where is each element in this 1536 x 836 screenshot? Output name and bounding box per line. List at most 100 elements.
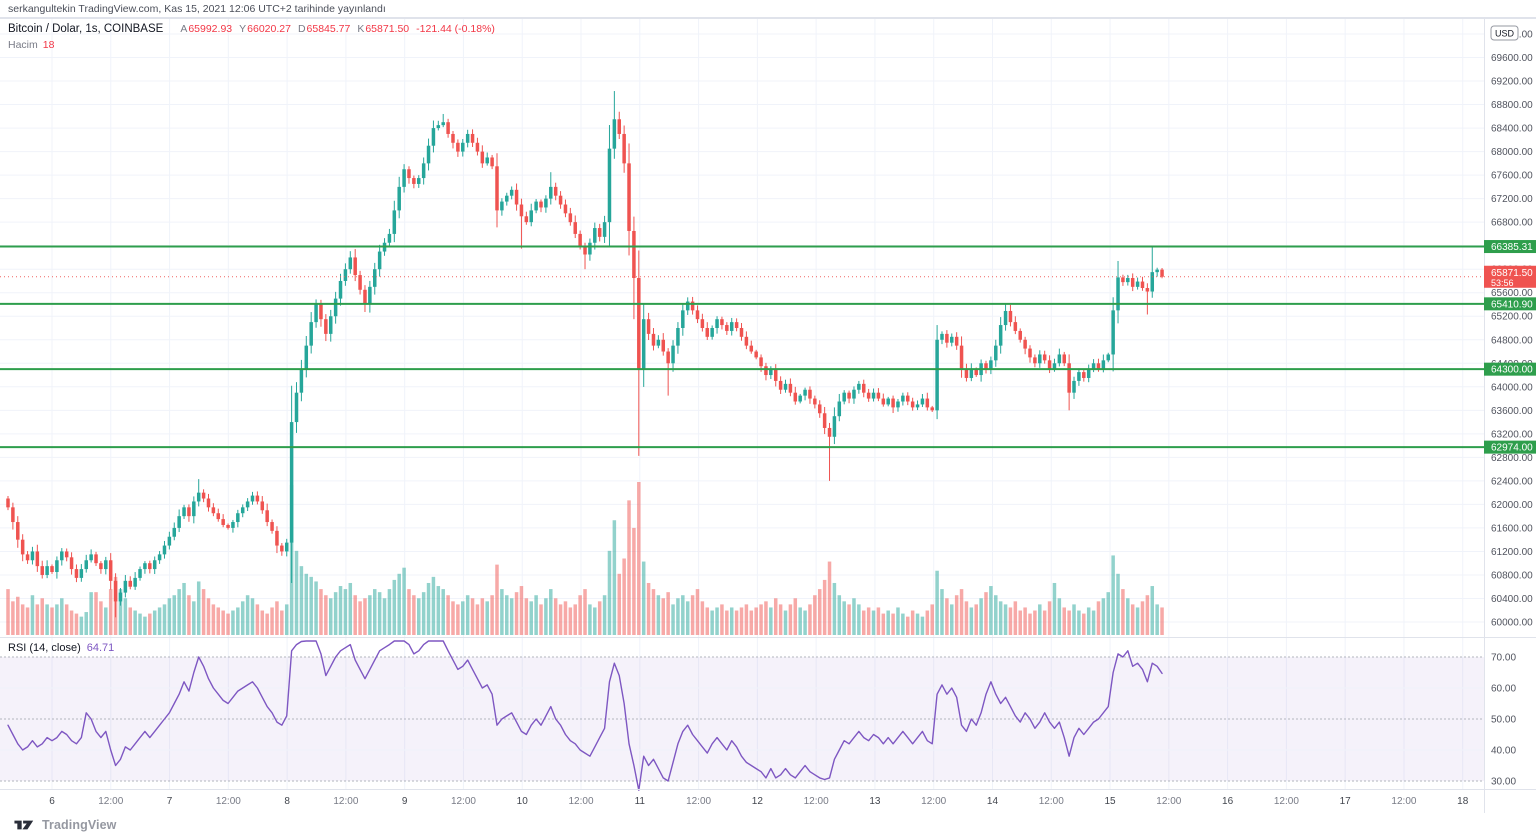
- price-axis-label: 61200.00: [1491, 547, 1533, 558]
- volume-bar: [118, 589, 123, 635]
- candle: [157, 554, 162, 561]
- volume-bar: [749, 610, 754, 635]
- candle: [695, 310, 700, 320]
- volume-bar: [563, 601, 568, 635]
- candle: [910, 401, 915, 408]
- usd-currency-label: USD: [1495, 29, 1515, 39]
- candle: [221, 519, 225, 525]
- volume-bar: [1052, 582, 1057, 635]
- candle: [1140, 281, 1145, 289]
- price-axis-label: 60800.00: [1491, 570, 1533, 581]
- candle: [211, 507, 216, 514]
- tradingview-logo[interactable]: [13, 817, 39, 833]
- volume-bar: [270, 607, 274, 635]
- candle: [402, 169, 406, 187]
- volume-bar: [426, 582, 431, 635]
- volume-label[interactable]: Hacim: [8, 39, 38, 51]
- volume-bar: [485, 601, 489, 635]
- price-axis-label: 63600.00: [1491, 406, 1533, 417]
- volume-bar: [456, 604, 460, 635]
- candle: [255, 495, 260, 502]
- volume-bar: [133, 610, 137, 635]
- volume-bar: [759, 604, 763, 635]
- volume-bar: [123, 598, 128, 635]
- candle: [1003, 310, 1008, 326]
- volume-bar: [915, 613, 920, 635]
- volume-bar: [568, 607, 573, 635]
- candle: [950, 336, 954, 343]
- candle: [64, 551, 69, 558]
- volume-bar: [206, 598, 211, 635]
- candle: [441, 122, 445, 126]
- volume-bar: [196, 581, 201, 635]
- candle: [1057, 354, 1062, 364]
- volume-bar: [676, 598, 680, 635]
- candle: [289, 422, 294, 543]
- volume-bar: [402, 567, 406, 635]
- time-axis-label: 12:00: [921, 796, 946, 807]
- brand-label[interactable]: TradingView: [42, 818, 117, 832]
- candle: [803, 389, 807, 396]
- candle: [240, 507, 245, 514]
- volume-bar: [324, 595, 328, 635]
- volume-bar: [64, 604, 69, 635]
- candle: [480, 151, 485, 164]
- volume-bar: [940, 589, 944, 635]
- volume-bar: [470, 598, 475, 635]
- volume-bar: [412, 595, 416, 635]
- volume-bar: [876, 607, 881, 635]
- candle: [915, 404, 920, 408]
- chart-canvas[interactable]: 70000.0069600.0069200.0068800.0068400.00…: [0, 18, 1536, 814]
- candle: [167, 536, 172, 546]
- candle: [1013, 322, 1018, 331]
- volume-bar: [265, 613, 269, 635]
- candle: [974, 369, 978, 376]
- volume-bar: [6, 589, 10, 635]
- usd-currency-button[interactable]: [1490, 25, 1519, 41]
- candle: [69, 557, 74, 570]
- candle: [495, 166, 499, 211]
- volume-bar: [607, 550, 612, 635]
- volume-bar: [309, 576, 313, 635]
- candle: [475, 142, 480, 152]
- volume-bar: [328, 598, 333, 635]
- candle: [759, 357, 763, 367]
- volume-bar: [612, 520, 617, 635]
- volume-bar: [304, 573, 309, 635]
- candle: [368, 286, 372, 305]
- candle: [377, 251, 382, 270]
- volume-bar: [710, 610, 714, 635]
- candle: [514, 189, 519, 205]
- volume-bar: [764, 601, 768, 635]
- volume-bar: [715, 607, 719, 635]
- candle: [328, 316, 333, 334]
- candle: [104, 560, 108, 570]
- price-axis-label: 64800.00: [1491, 335, 1533, 346]
- candle: [837, 401, 842, 417]
- time-axis-label: 12:00: [451, 796, 476, 807]
- publication-bar: serkangultekin TradingView.com, Kas 15, …: [0, 0, 1536, 17]
- volume-bar: [852, 598, 856, 635]
- candle: [338, 280, 343, 299]
- candle: [1086, 369, 1091, 378]
- time-axis-label: 12:00: [686, 796, 711, 807]
- volume-bar: [348, 582, 353, 635]
- time-axis-label: 18: [1457, 796, 1469, 807]
- volume-bar: [734, 610, 739, 635]
- candle: [827, 427, 832, 437]
- time-axis-label: 11: [635, 796, 646, 807]
- candle: [118, 592, 123, 602]
- volume-bar: [1033, 610, 1037, 635]
- candle: [456, 142, 460, 152]
- volume-bar: [35, 604, 40, 635]
- volume-bar: [1072, 604, 1076, 635]
- time-axis-label: 12: [752, 796, 764, 807]
- volume-bar: [803, 610, 807, 635]
- volume-bar: [167, 598, 172, 635]
- rsi-title[interactable]: RSI (14, close): [8, 642, 81, 654]
- candle: [407, 169, 411, 179]
- candle: [35, 551, 40, 567]
- candle: [573, 222, 577, 234]
- candle: [593, 228, 597, 243]
- symbol-title[interactable]: Bitcoin / Dolar, 1s, COINBASE: [8, 23, 164, 35]
